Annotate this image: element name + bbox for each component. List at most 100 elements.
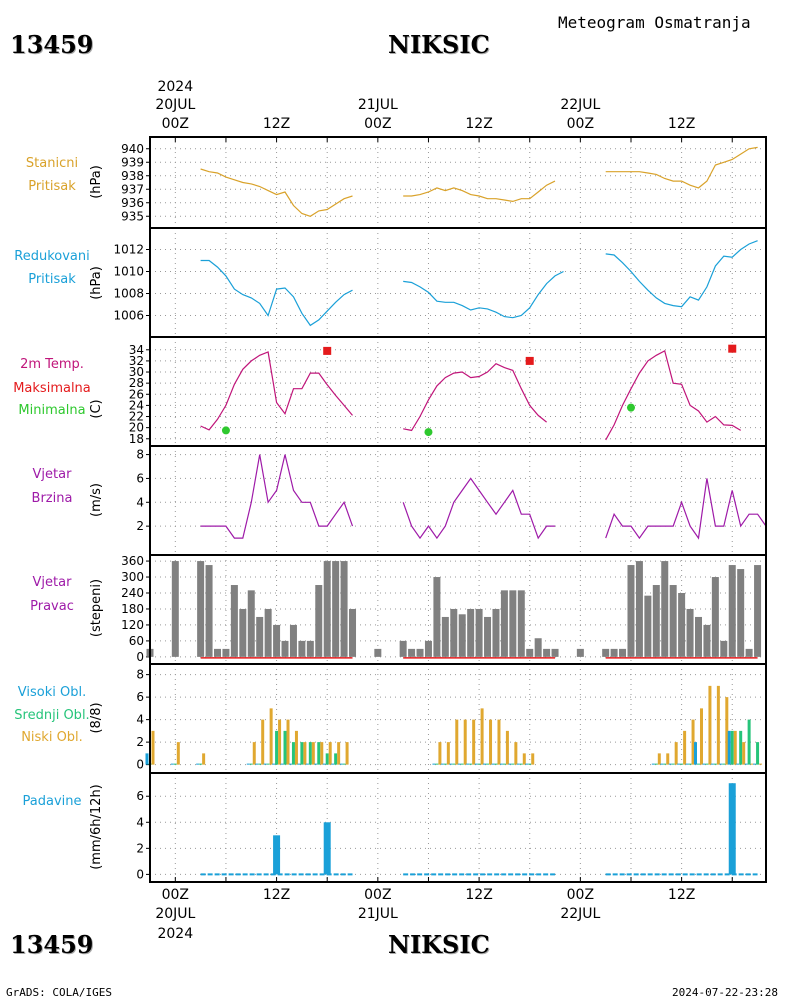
ytick-label: 1012 (113, 243, 144, 257)
cloud-bar-low (463, 719, 467, 765)
cloud-bar-mid (435, 763, 439, 765)
ytick-label: 0 (136, 867, 144, 881)
winddir-bar (197, 561, 205, 657)
cloud-bar-high (525, 763, 529, 765)
winddir-bar (652, 585, 660, 657)
cloud-bar-high (753, 763, 757, 765)
winddir-bar (728, 565, 736, 657)
cloud-bar-mid (722, 763, 726, 765)
winddir-bar (576, 648, 584, 657)
winddir-bar (214, 648, 222, 657)
unit-label-reduced: (hPa) (89, 266, 104, 300)
cloud-bar-low (202, 753, 206, 765)
ytick-label: 937 (121, 182, 144, 196)
top-time-label-3: 12Z (465, 116, 492, 132)
cloud-bar-high (246, 763, 250, 765)
winddir-bar (450, 608, 458, 657)
cloud-bar-low (480, 708, 484, 765)
cloud-bar-low (522, 753, 526, 765)
temp-series-line (605, 350, 742, 441)
cloud-bar-high (660, 763, 664, 765)
ytick-label: 940 (121, 142, 144, 156)
panel-label-pressure-0: Stanicni (26, 156, 78, 171)
cloud-bar-low (699, 708, 703, 765)
winddir-bar (458, 614, 466, 657)
cloud-bar-low (742, 742, 746, 765)
cloud-bar-low (497, 719, 501, 765)
ytick-label: 28 (129, 376, 144, 390)
winddir-bar (745, 648, 753, 657)
cloud-bar-low (505, 730, 509, 765)
cloud-bar-high (710, 763, 714, 765)
winddir-bar (239, 608, 247, 657)
bottom-date-label-2: 21JUL (358, 906, 398, 922)
cloud-bar-mid (730, 730, 734, 765)
pressure-series-line (605, 146, 758, 189)
winddir-bar (256, 616, 264, 657)
cloud-bar-high (322, 763, 326, 765)
winddir-bar (619, 648, 627, 657)
bottom-time-label-2: 00Z (364, 887, 391, 903)
winddir-bar (374, 648, 382, 657)
temp-series-line (200, 351, 353, 431)
cloud-bar-mid (494, 763, 498, 765)
cloud-bar-high (331, 763, 335, 765)
ytick-label: 936 (121, 196, 144, 210)
cloud-bar-high (491, 763, 495, 765)
cloud-bar-high (272, 763, 276, 765)
panel-clouds: 0 2 4 6 8 Visoki Obl. Srednji Obl. Niski Obl. (8… (14, 663, 767, 774)
panel-label-clouds-0: Visoki Obl. (18, 685, 86, 700)
top-date-label-0: 20JUL (155, 97, 195, 113)
winddir-bar (399, 640, 407, 657)
panel-frame-temp (149, 336, 767, 447)
ytick-label: 938 (121, 169, 144, 183)
winddir-bar (484, 616, 492, 657)
precip-bar (728, 783, 736, 875)
bottom-time-label-0: 00Z (162, 887, 189, 903)
station-id-bottom: 13459 (10, 930, 94, 959)
winddir-bar (517, 590, 525, 657)
cloud-bar-low (750, 763, 754, 765)
cloud-bar-low (294, 730, 298, 765)
winddir-bar (737, 569, 745, 657)
cloud-bar-mid (511, 763, 515, 765)
ytick-label: 4 (136, 495, 144, 509)
cloud-bar-mid (654, 763, 658, 765)
cloud-bar-mid (173, 763, 177, 765)
ytick-label: 18 (129, 432, 144, 446)
cloud-bar-mid (258, 763, 262, 765)
top-time-label-5: 12Z (668, 116, 695, 132)
cloud-bar-mid (502, 763, 506, 765)
cloud-bar-low (725, 697, 729, 765)
cloud-bar-low (345, 742, 349, 765)
panel-label-precip-0: Padavine (23, 794, 82, 809)
winddir-bar (289, 624, 297, 657)
panel-label-temp-2: Minimalna (18, 403, 85, 418)
winddir-bar (222, 648, 230, 657)
winddir-bar (315, 585, 323, 657)
station-name-bottom: NIKSIC (388, 930, 490, 959)
cloud-bar-mid (452, 763, 456, 765)
cloud-bar-low (683, 730, 687, 765)
cloud-bar-low (489, 719, 493, 765)
winddir-bar (416, 648, 424, 657)
cloud-bar-low (252, 742, 256, 765)
ytick-label: 20 (129, 421, 144, 435)
cloud-bar-mid (266, 763, 270, 765)
tmax-marker (728, 344, 737, 353)
cloud-bar-low (657, 753, 661, 765)
winddir-bar (526, 648, 534, 657)
panel-label-windspeed-1: Brzina (32, 491, 73, 506)
cloud-bar-low (455, 719, 459, 765)
cloud-bar-mid (325, 753, 329, 765)
cloud-bar-mid (680, 763, 684, 765)
winddir-bar (424, 640, 432, 657)
winddir-bar (332, 561, 340, 657)
ytick-label: 6 (136, 471, 144, 485)
ytick-label: 24 (129, 398, 144, 412)
panel-label-reduced-1: Pritisak (28, 272, 76, 287)
cloud-bar-mid (443, 763, 447, 765)
cloud-bar-high (339, 763, 343, 765)
reduced-series-line (403, 270, 564, 319)
cloud-bar-mid (528, 763, 532, 765)
